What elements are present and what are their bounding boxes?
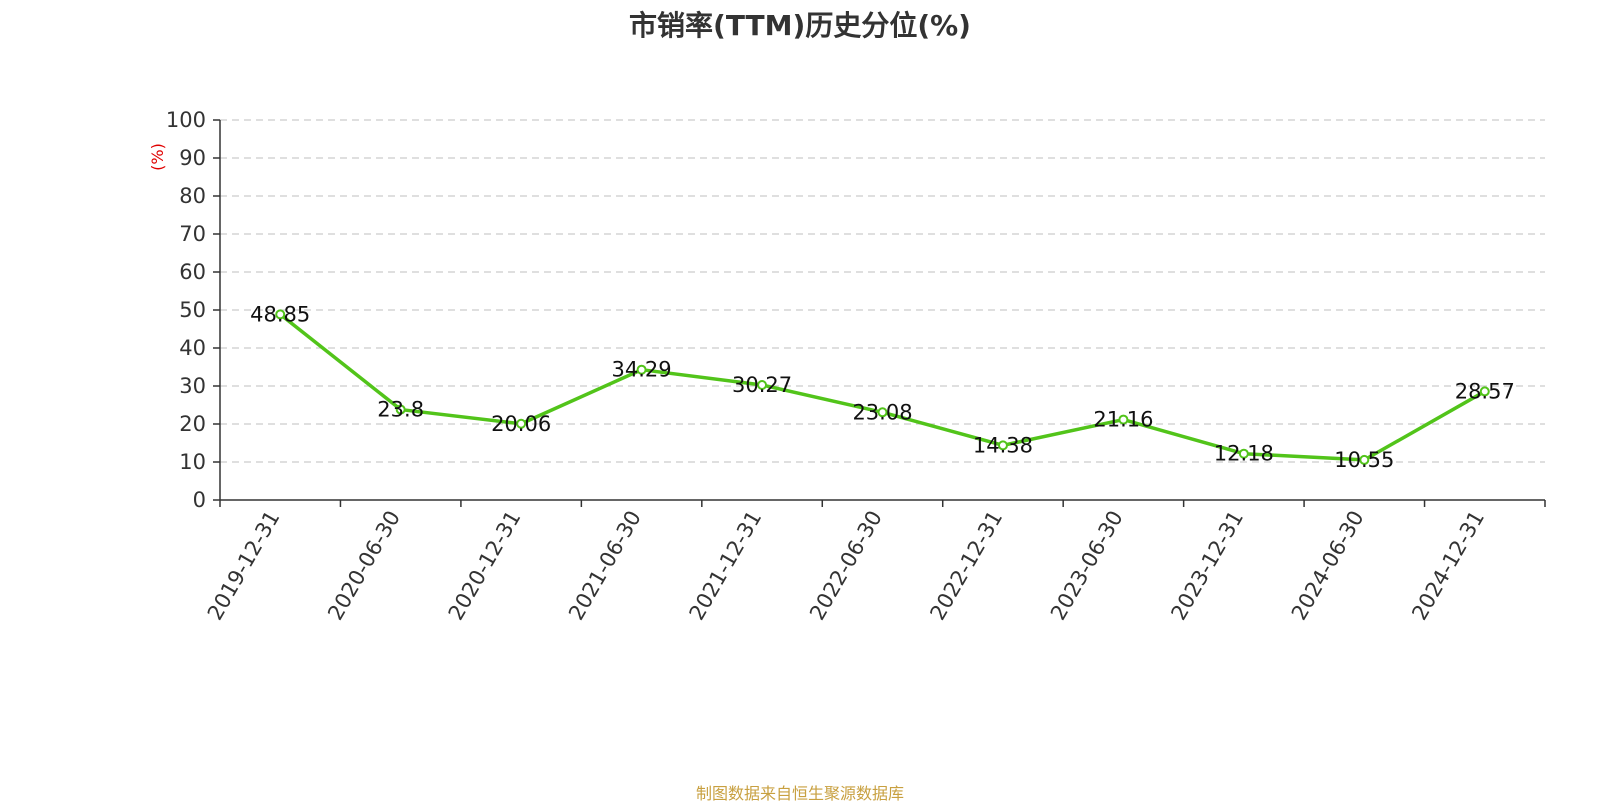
data-point <box>1238 448 1249 459</box>
x-tick-label: 2024-12-31 <box>1407 507 1489 625</box>
data-point <box>997 440 1008 451</box>
data-label: 10.55 <box>1334 448 1394 472</box>
y-tick-label: 40 <box>179 336 206 360</box>
x-tick-label: 2021-12-31 <box>685 507 767 625</box>
data-label: 20.06 <box>491 412 551 436</box>
data-label: 21.16 <box>1093 408 1153 432</box>
data-label: 34.29 <box>612 358 672 382</box>
x-tick-label: 2021-06-30 <box>564 507 646 625</box>
y-tick-label: 10 <box>179 450 206 474</box>
x-tick-label: 2019-12-31 <box>203 507 285 625</box>
y-tick-label: 70 <box>179 222 206 246</box>
data-label: 30.27 <box>732 373 792 397</box>
x-tick-label: 2020-12-31 <box>444 507 526 625</box>
y-axis-label: (%) <box>148 143 167 171</box>
y-tick-label: 30 <box>179 374 206 398</box>
data-label: 28.57 <box>1455 379 1515 403</box>
data-point <box>1118 414 1129 425</box>
gridlines <box>220 119 1545 463</box>
y-tick-label: 0 <box>193 488 206 512</box>
line-chart: 0 10 20 30 40 50 60 70 80 90 100 2019-12-31 2020-06… <box>148 108 1546 625</box>
x-tick-label: 2022-12-31 <box>925 507 1007 625</box>
x-ticks: 2019-12-31 2020-06-30 2020-12-31 2021-06-30… <box>203 500 1546 625</box>
data-point <box>1479 386 1490 397</box>
x-tick-label: 2023-06-30 <box>1046 507 1128 625</box>
source-note: 制图数据来自恒生聚源数据库 <box>695 784 904 803</box>
data-label: 23.08 <box>852 400 912 424</box>
x-tick-label: 2020-06-30 <box>323 507 405 625</box>
y-ticks: 0 10 20 30 40 50 60 70 80 90 100 <box>166 108 220 512</box>
data-point <box>877 407 888 418</box>
data-label: 14.38 <box>973 433 1033 457</box>
y-tick-label: 20 <box>179 412 206 436</box>
data-point <box>516 418 527 429</box>
data-label: 23.8 <box>377 398 424 422</box>
data-point <box>275 309 286 320</box>
x-tick-label: 2022-06-30 <box>805 507 887 625</box>
data-points <box>275 309 1490 465</box>
data-point <box>395 404 406 415</box>
data-labels: 48.85 23.8 20.06 34.29 30.27 23.08 14.38 21.16 1… <box>250 302 1515 472</box>
series-line <box>279 312 1486 462</box>
x-tick-label: 2023-12-31 <box>1166 507 1248 625</box>
data-label: 48.85 <box>250 302 310 326</box>
y-tick-label: 60 <box>179 260 206 284</box>
data-point <box>1359 454 1370 465</box>
y-tick-label: 50 <box>179 298 206 322</box>
y-tick-label: 100 <box>166 108 206 132</box>
data-label: 12.18 <box>1214 442 1274 466</box>
y-tick-label: 90 <box>179 146 206 170</box>
x-tick-label: 2024-06-30 <box>1287 507 1369 625</box>
chart-title: 市销率(TTM)历史分位(%) <box>629 9 971 42</box>
data-point <box>757 379 768 390</box>
y-tick-label: 80 <box>179 184 206 208</box>
data-point <box>636 364 647 375</box>
